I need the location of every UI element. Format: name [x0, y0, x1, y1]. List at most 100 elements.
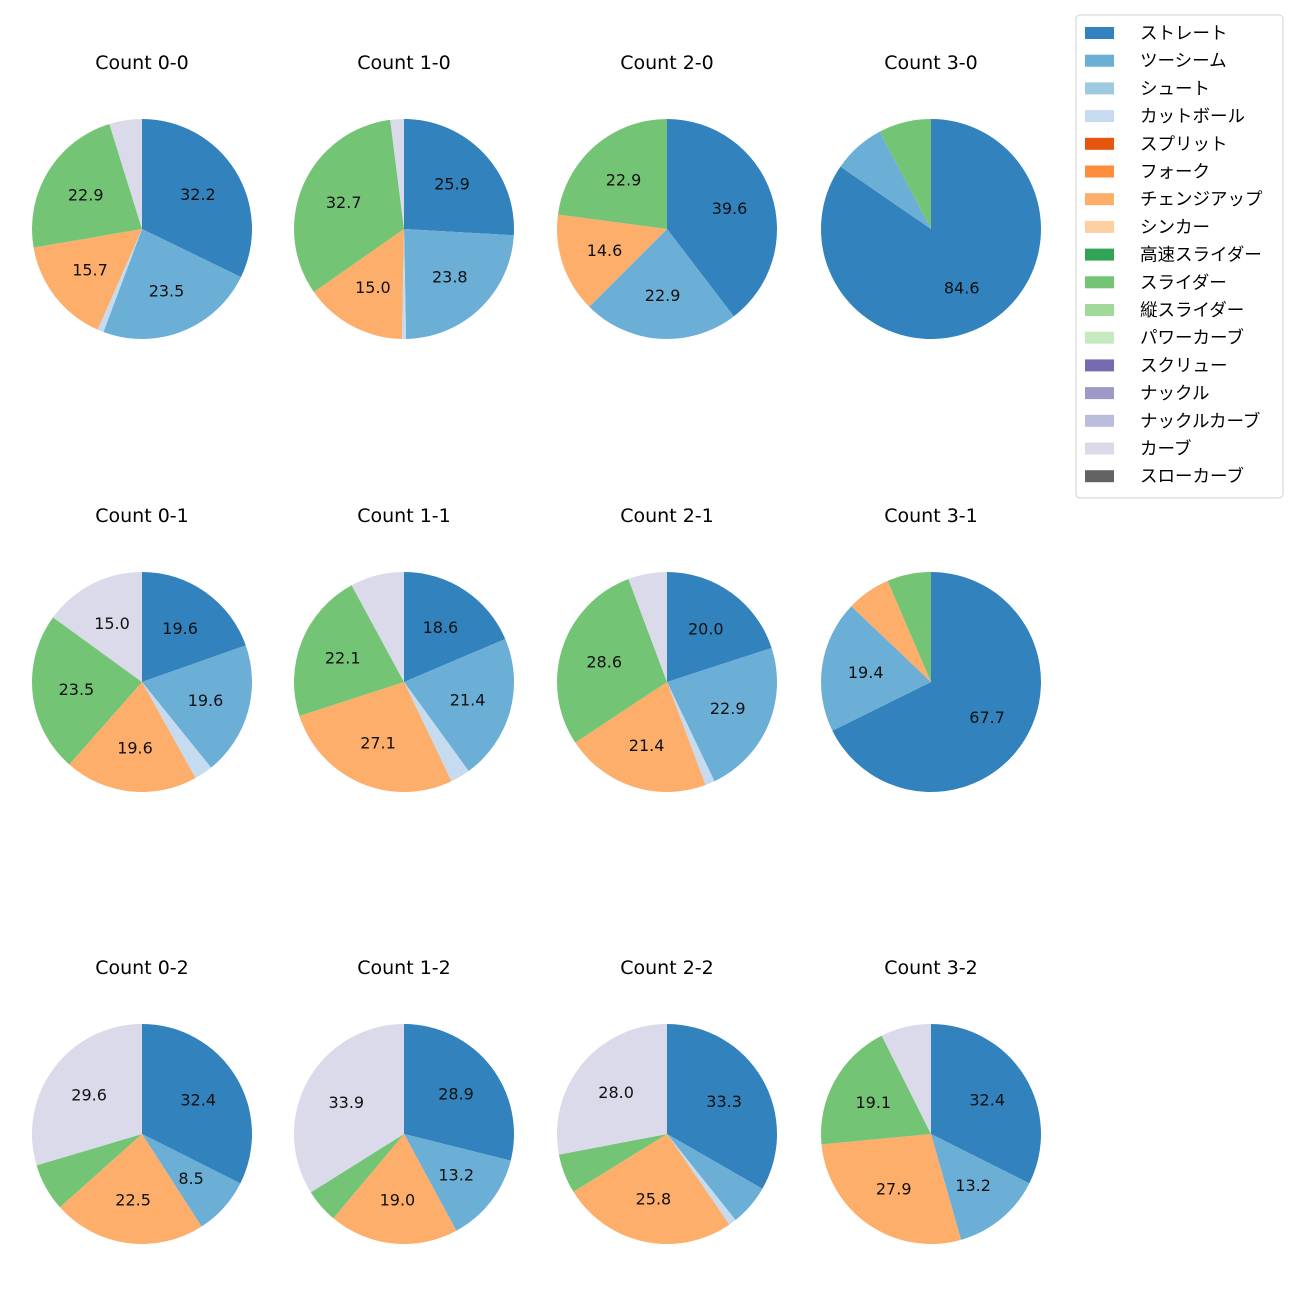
legend-swatch	[1085, 220, 1114, 233]
slice-label: 28.0	[598, 1083, 634, 1102]
slice-label: 23.5	[149, 281, 185, 300]
legend-label: 縦スライダー	[1140, 301, 1244, 321]
legend-swatch	[1085, 54, 1114, 67]
pie-count-1-1: Count 1-1 18.6 21.4 27.1 22.1	[293, 505, 515, 792]
legend-label: パワーカーブ	[1140, 328, 1244, 349]
slice-label: 19.6	[188, 691, 224, 710]
legend-label: シュート	[1140, 79, 1210, 99]
slice-label: 22.5	[115, 1190, 151, 1209]
pie-slice	[575, 682, 706, 793]
slice-label: 20.0	[688, 620, 724, 639]
pie-slice	[832, 572, 1042, 792]
slice-label: 32.4	[969, 1090, 1005, 1109]
pie-slice	[404, 119, 514, 236]
slice-label: 32.2	[180, 185, 216, 204]
legend-swatch	[1085, 442, 1114, 455]
legend-label: フォーク	[1140, 163, 1210, 183]
pie-slice	[667, 572, 772, 682]
pie-slice	[97, 229, 142, 333]
pie-slice	[142, 682, 212, 779]
legend-swatch	[1085, 276, 1114, 289]
slice-label: 19.1	[855, 1093, 891, 1112]
pie-slice	[53, 572, 143, 682]
pie-slice	[931, 1134, 1030, 1240]
legend-swatch	[1085, 110, 1114, 123]
pie-count-0-2: Count 0-2 32.4 8.5 22.5 29.6	[31, 957, 252, 1244]
slice-label: 32.7	[326, 193, 362, 212]
pie-slice	[820, 119, 1041, 340]
legend-label: カーブ	[1140, 439, 1191, 460]
pie-title: Count 2-1	[620, 505, 714, 527]
pie-slice	[36, 1134, 143, 1208]
pie-slice	[69, 682, 196, 792]
slice-label: 21.4	[450, 691, 486, 710]
pie-slice	[109, 119, 142, 229]
legend-swatch	[1085, 414, 1114, 427]
legend-label: スプリット	[1140, 135, 1228, 155]
pie-slice	[299, 682, 452, 792]
pie-slice	[142, 572, 246, 682]
legend-label: ナックルカーブ	[1140, 411, 1260, 432]
pie-count-3-1: Count 3-1 67.7 19.4	[821, 505, 1042, 792]
pie-slice	[142, 645, 253, 768]
pie-count-0-1: Count 0-1 19.6 19.6 19.6 23.5 15.0	[32, 505, 253, 792]
legend-label: シンカー	[1140, 218, 1210, 238]
pie-slice	[851, 580, 931, 682]
legend-swatch	[1085, 137, 1114, 150]
pie-title: Count 1-2	[357, 957, 451, 979]
pie-slice	[33, 229, 142, 330]
slice-label: 39.6	[712, 199, 748, 218]
slice-label: 19.0	[380, 1191, 416, 1210]
slice-label: 33.9	[328, 1093, 364, 1112]
pie-slice	[667, 1134, 763, 1221]
slice-label: 13.2	[955, 1176, 991, 1195]
slice-label: 27.9	[876, 1180, 912, 1199]
pie-slice	[32, 617, 142, 765]
pie-title: Count 0-1	[95, 505, 189, 527]
pie-slice	[557, 119, 667, 229]
slice-label: 19.6	[162, 619, 198, 638]
slice-label: 25.9	[434, 175, 470, 194]
pie-slice	[558, 1134, 667, 1192]
pie-slice	[390, 119, 404, 229]
pie-slice	[573, 1134, 730, 1245]
pie-slice	[821, 1134, 962, 1244]
legend: ストレートツーシームシュートカットボールスプリットフォークチェンジアップシンカー…	[1075, 14, 1284, 499]
legend-label: チェンジアップ	[1140, 190, 1263, 210]
pie-slice	[404, 682, 469, 782]
slice-label: 22.1	[325, 649, 361, 668]
pie-title: Count 0-2	[95, 957, 189, 979]
slice-label: 32.4	[180, 1090, 216, 1109]
legend-label: カットボール	[1140, 107, 1245, 127]
slice-label: 22.9	[645, 286, 681, 305]
pie-title: Count 2-0	[620, 52, 714, 74]
pie-slice	[333, 1134, 457, 1244]
pie-slice	[103, 229, 241, 339]
slice-label: 15.0	[94, 614, 130, 633]
legend-label: スローカーブ	[1140, 466, 1244, 487]
pie-slice	[294, 1024, 404, 1193]
pie-slice	[401, 229, 407, 339]
pie-slice	[821, 606, 931, 731]
pie-count-1-0: Count 1-0 25.9 23.8 15.0 32.7	[294, 52, 514, 339]
pies-group: Count 0-0 32.2 23.5 15.7 22.9 Count 1-0 25.9 23…	[31, 52, 1042, 1245]
pie-slice	[557, 214, 667, 307]
slice-label: 27.1	[360, 734, 396, 753]
legend-label: スクリュー	[1140, 356, 1228, 376]
slice-label: 25.8	[636, 1190, 672, 1209]
legend-swatch	[1085, 331, 1114, 344]
pie-slice	[887, 572, 931, 682]
slice-label: 18.6	[423, 618, 459, 637]
pie-count-2-1: Count 2-1 20.0 22.9 21.4 28.6	[556, 505, 778, 793]
pie-slice	[821, 1035, 931, 1145]
legend-swatch	[1085, 470, 1114, 483]
pie-slice	[589, 229, 734, 339]
slice-label: 15.0	[355, 278, 391, 297]
legend-swatch	[1085, 193, 1114, 206]
pie-slice	[404, 1024, 514, 1161]
legend-label: 高速スライダー	[1140, 246, 1262, 266]
pie-count-0-0: Count 0-0 32.2 23.5 15.7 22.9	[32, 52, 252, 339]
pie-slice	[313, 229, 404, 339]
pie-title: Count 3-0	[884, 52, 978, 74]
